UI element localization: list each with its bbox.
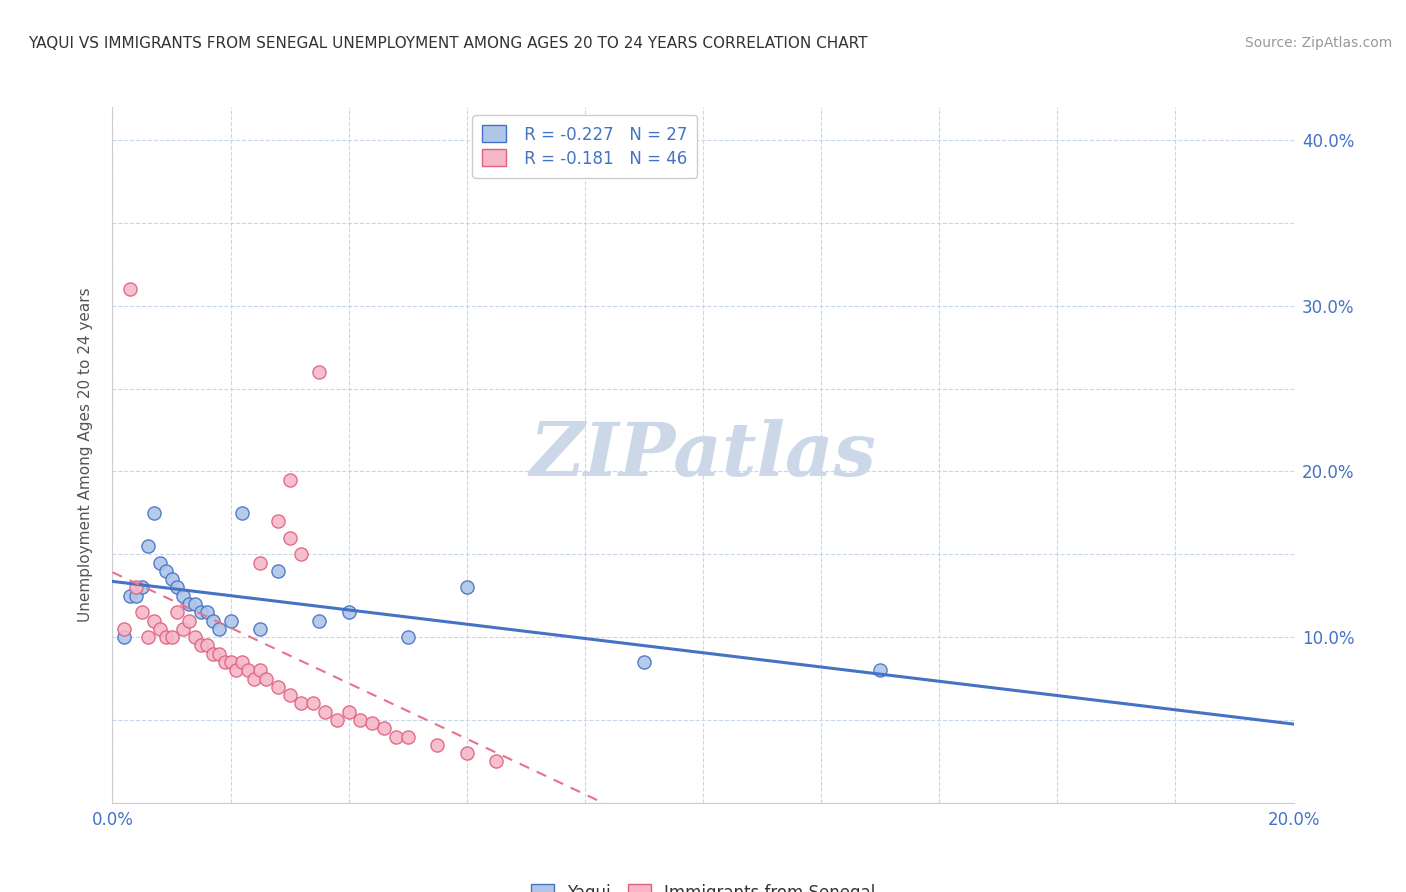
Point <box>278 473 301 487</box>
Text: ZIPatlas: ZIPatlas <box>530 418 876 491</box>
Point <box>120 282 142 296</box>
Point <box>131 581 153 595</box>
Point <box>166 581 188 595</box>
Point <box>349 713 371 727</box>
Point <box>149 556 172 570</box>
Point <box>337 705 360 719</box>
Point <box>190 605 212 619</box>
Point <box>485 755 508 769</box>
Point <box>142 506 165 520</box>
Point <box>302 697 325 711</box>
Point <box>190 639 212 653</box>
Point <box>120 589 142 603</box>
Point <box>160 630 183 644</box>
Point <box>179 597 201 611</box>
Point <box>456 581 478 595</box>
Point <box>201 647 224 661</box>
Point <box>184 630 207 644</box>
Point <box>396 630 419 644</box>
Point <box>267 680 290 694</box>
Point <box>314 705 336 719</box>
Point <box>219 655 242 669</box>
Point <box>125 581 148 595</box>
Point <box>326 713 349 727</box>
Point <box>125 589 148 603</box>
Point <box>195 639 218 653</box>
Point <box>633 655 655 669</box>
Point <box>267 564 290 578</box>
Point <box>149 622 172 636</box>
Point <box>131 605 153 619</box>
Point <box>136 539 159 553</box>
Point <box>142 614 165 628</box>
Point <box>385 730 408 744</box>
Point <box>112 622 135 636</box>
Point <box>337 605 360 619</box>
Point <box>231 506 253 520</box>
Point <box>219 614 242 628</box>
Point <box>396 730 419 744</box>
Legend: Yaqui, Immigrants from Senegal: Yaqui, Immigrants from Senegal <box>520 874 886 892</box>
Point <box>160 572 183 586</box>
Point <box>112 630 135 644</box>
Point <box>243 672 266 686</box>
Point <box>184 597 207 611</box>
Point <box>267 514 290 528</box>
Point <box>290 697 312 711</box>
Point <box>208 622 231 636</box>
Point <box>426 738 449 752</box>
Point <box>179 614 201 628</box>
Point <box>225 663 247 677</box>
Point <box>308 614 330 628</box>
Point <box>254 672 277 686</box>
Text: Source: ZipAtlas.com: Source: ZipAtlas.com <box>1244 36 1392 50</box>
Point <box>155 630 177 644</box>
Point <box>214 655 236 669</box>
Y-axis label: Unemployment Among Ages 20 to 24 years: Unemployment Among Ages 20 to 24 years <box>79 287 93 623</box>
Point <box>308 365 330 379</box>
Point <box>172 589 194 603</box>
Point <box>136 630 159 644</box>
Point <box>172 622 194 636</box>
Point <box>208 647 231 661</box>
Point <box>456 746 478 760</box>
Point <box>249 663 271 677</box>
Point <box>361 716 384 731</box>
Point <box>869 663 891 677</box>
Point <box>278 688 301 702</box>
Point <box>373 721 395 735</box>
Point <box>155 564 177 578</box>
Point <box>201 614 224 628</box>
Point <box>238 663 260 677</box>
Point <box>195 605 218 619</box>
Point <box>231 655 253 669</box>
Point <box>278 531 301 545</box>
Point <box>290 547 312 561</box>
Point <box>249 622 271 636</box>
Point <box>249 556 271 570</box>
Point <box>166 605 188 619</box>
Text: YAQUI VS IMMIGRANTS FROM SENEGAL UNEMPLOYMENT AMONG AGES 20 TO 24 YEARS CORRELAT: YAQUI VS IMMIGRANTS FROM SENEGAL UNEMPLO… <box>28 36 868 51</box>
